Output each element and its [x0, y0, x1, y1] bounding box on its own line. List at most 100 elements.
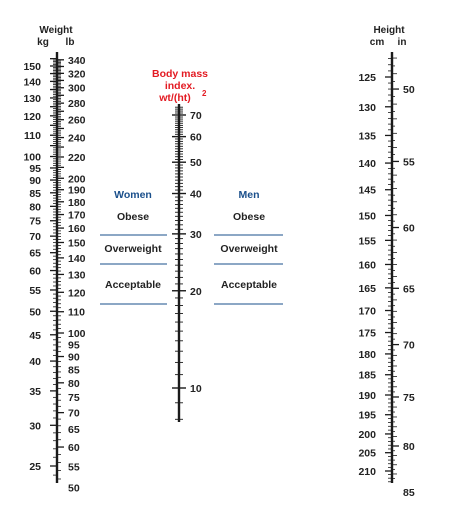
weight-lb-label: 150 — [68, 237, 86, 249]
height-cm-label: 205 — [358, 448, 376, 460]
height-cm-label: 180 — [358, 349, 376, 361]
weight-kg-label: 140 — [23, 76, 41, 88]
men-title: Men — [239, 189, 260, 201]
weight-lb-label: 50 — [68, 483, 80, 495]
weight-lb-label: 240 — [68, 133, 86, 145]
height-header: Height — [373, 25, 405, 36]
height-in-ticks — [392, 57, 399, 479]
weight-lb-label: 190 — [68, 185, 86, 197]
weight-lb-label: 200 — [68, 173, 86, 185]
bmi-label: 70 — [190, 110, 202, 122]
weight-lb-ticks — [57, 59, 64, 480]
men-obese-label: Obese — [233, 211, 265, 223]
weight-lb-label: 85 — [68, 364, 80, 376]
women-title: Women — [114, 189, 152, 201]
height-cm-label: 165 — [358, 283, 376, 295]
weight-lb-label: 340 — [68, 55, 86, 67]
weight-kg-label: 25 — [29, 461, 41, 473]
weight-kg-label: 100 — [23, 152, 41, 164]
height-cm-label: 125 — [358, 72, 376, 84]
height-in-label: 50 — [403, 84, 415, 96]
height-in-label: 60 — [403, 223, 415, 235]
weight-kg-ticks — [50, 58, 57, 476]
women-overweight-label: Overweight — [104, 243, 162, 255]
weight-kg-header: kg — [37, 37, 49, 48]
bmi-scale: Body mass index. wt/(ht) 2 70 60 50 40 30 20 1… — [152, 68, 208, 422]
weight-lb-label: 280 — [68, 98, 86, 110]
weight-kg-label: 90 — [29, 175, 41, 187]
weight-kg-label: 55 — [29, 285, 41, 297]
weight-lb-label: 220 — [68, 152, 86, 164]
weight-lb-label: 320 — [68, 68, 86, 80]
bmi-title-line1: Body mass — [152, 68, 208, 80]
weight-lb-label: 110 — [68, 307, 85, 319]
weight-kg-label: 70 — [29, 231, 41, 243]
weight-lb-label: 70 — [68, 408, 80, 420]
weight-kg-label: 150 — [23, 61, 41, 73]
weight-kg-label: 110 — [24, 130, 41, 142]
weight-lb-label: 75 — [68, 392, 80, 404]
height-in-label: 75 — [403, 392, 415, 404]
weight-kg-label: 50 — [29, 306, 41, 318]
height-cm-label: 210 — [358, 466, 376, 478]
bmi-label: 50 — [190, 157, 202, 169]
weight-kg-label: 40 — [29, 356, 41, 368]
weight-kg-label: 120 — [23, 111, 41, 123]
weight-lb-label: 130 — [68, 269, 86, 281]
weight-kg-label: 30 — [29, 420, 41, 432]
weight-kg-label: 60 — [29, 266, 41, 278]
women-categories: Women Obese Overweight Acceptable — [100, 189, 167, 305]
weight-lb-label: 170 — [68, 210, 86, 222]
bmi-ticks — [172, 106, 186, 420]
men-categories: Men Obese Overweight Acceptable — [214, 189, 283, 305]
weight-lb-label: 80 — [68, 378, 80, 390]
weight-lb-label: 55 — [68, 461, 80, 473]
men-acceptable-label: Acceptable — [221, 279, 277, 291]
height-cm-label: 170 — [358, 306, 376, 318]
height-in-label: 55 — [403, 156, 415, 168]
weight-kg-label: 130 — [23, 93, 41, 105]
men-overweight-label: Overweight — [220, 243, 278, 255]
weight-header: Weight — [39, 25, 73, 36]
weight-lb-label: 160 — [68, 223, 86, 235]
weight-lb-header: lb — [66, 37, 75, 48]
bmi-title-line2: index. — [165, 80, 195, 92]
height-in-label: 70 — [403, 340, 415, 352]
weight-kg-label: 75 — [29, 216, 41, 228]
weight-kg-label: 95 — [29, 163, 41, 175]
weight-kg-label: 35 — [29, 386, 41, 398]
weight-kg-label: 80 — [29, 201, 41, 213]
bmi-label: 60 — [190, 132, 202, 144]
weight-lb-label: 260 — [68, 115, 86, 127]
bmi-label: 40 — [190, 189, 202, 201]
height-cm-label: 140 — [358, 158, 376, 170]
weight-lb-label: 60 — [68, 442, 80, 454]
height-cm-label: 160 — [358, 259, 376, 271]
bmi-label: 10 — [190, 383, 202, 395]
weight-lb-label: 180 — [68, 197, 86, 209]
height-cm-label: 155 — [358, 235, 376, 247]
weight-lb-label: 90 — [68, 352, 80, 364]
height-cm-label: 145 — [358, 185, 376, 197]
height-cm-label: 130 — [358, 102, 376, 114]
height-cm-label: 195 — [358, 410, 376, 422]
women-acceptable-label: Acceptable — [105, 279, 161, 291]
height-in-label: 85 — [403, 487, 415, 499]
bmi-title-superscript: 2 — [202, 89, 207, 98]
weight-lb-label: 100 — [68, 328, 86, 340]
height-in-label: 80 — [403, 441, 415, 453]
height-in-header: in — [398, 37, 407, 48]
women-obese-label: Obese — [117, 211, 149, 223]
bmi-label: 20 — [190, 286, 202, 298]
weight-kg-label: 65 — [29, 248, 41, 260]
weight-kg-label: 45 — [29, 330, 41, 342]
height-cm-labels: 125 130 135 140 145 150 155 160 165 170 175 180 185 1… — [358, 72, 376, 478]
height-cm-label: 150 — [358, 210, 376, 222]
height-in-label: 65 — [403, 283, 415, 295]
height-in-labels: 50 55 60 65 70 75 80 85 — [403, 84, 415, 499]
bmi-label: 30 — [190, 229, 202, 241]
height-cm-header: cm — [370, 37, 385, 48]
